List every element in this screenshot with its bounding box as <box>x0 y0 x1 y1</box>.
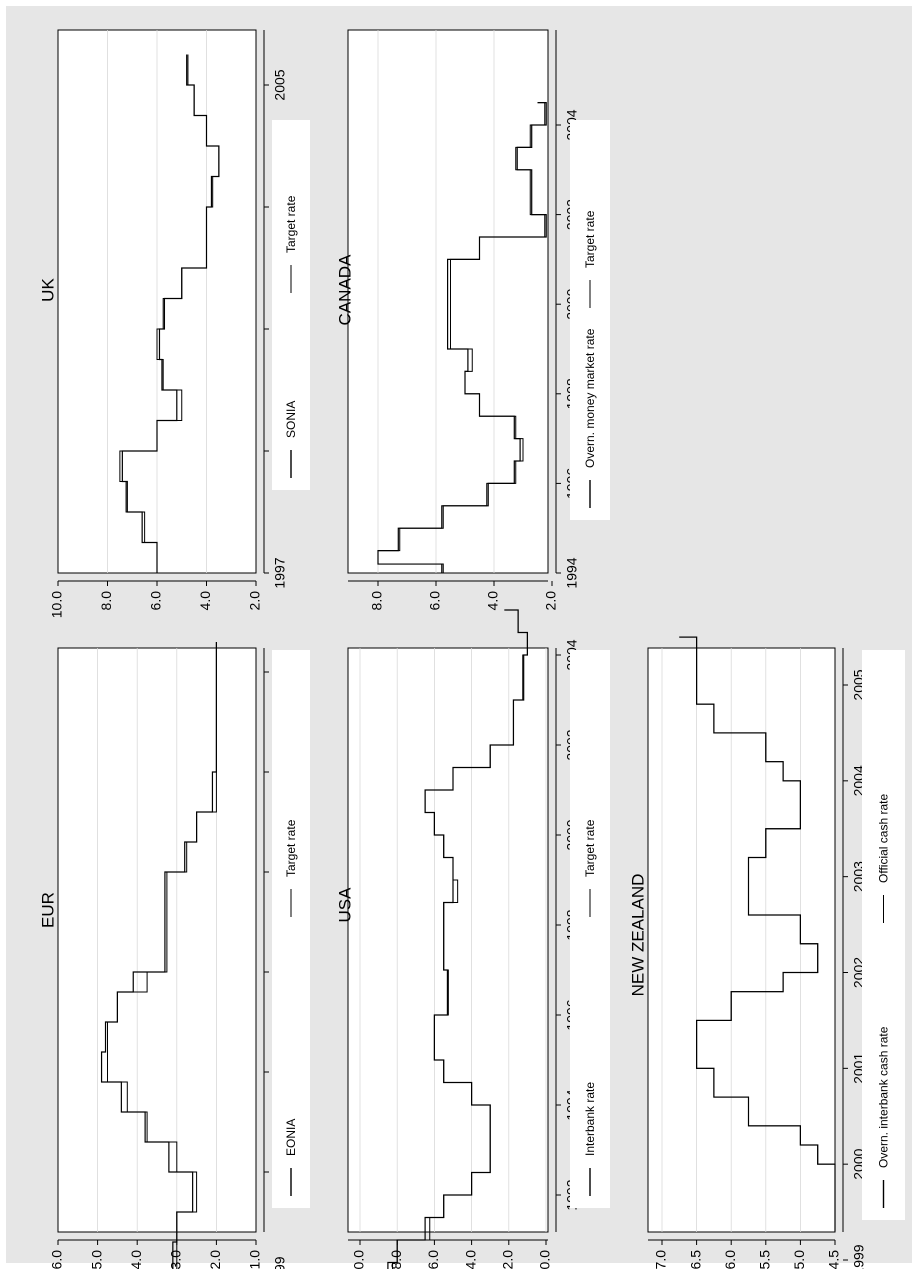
y-tick-label: 4.0 <box>462 1250 478 1269</box>
y-tick-label: 2.0 <box>207 1250 223 1269</box>
y-tick-label: 0.0 <box>537 1250 553 1269</box>
chart-1: 19992000200120022003200420056.05.04.03.0… <box>39 642 310 1269</box>
legend <box>272 120 310 490</box>
plot-area <box>57 647 257 1233</box>
y-tick-label: 4.0 <box>485 591 501 611</box>
legend-label-2: Target rate <box>284 195 298 253</box>
y-tick-label: 2.0 <box>543 591 559 611</box>
y-tick-label: 1.0 <box>247 1250 263 1269</box>
legend-label-2: Target rate <box>583 210 597 268</box>
y-tick-label: 6.0 <box>425 1250 441 1269</box>
plot-area <box>647 647 836 1233</box>
chart-3: 1990199219941996199820002002200410.08.06… <box>336 609 610 1269</box>
x-tick-label: 1997 <box>271 557 287 588</box>
y-tick-label: 6.0 <box>49 1250 65 1269</box>
y-tick-label: 4.0 <box>197 591 213 611</box>
y-tick-label: 10.0 <box>351 1250 367 1269</box>
x-tick-label: 1999 <box>271 1256 287 1269</box>
chart-2: 1997199920012003200510.08.06.04.02.0UKSO… <box>39 29 310 618</box>
legend-label-1: Interbank rate <box>583 1082 597 1156</box>
x-tick-label: 1994 <box>563 557 579 588</box>
chart-title: UK <box>39 278 58 302</box>
plot-area <box>347 647 549 1233</box>
y-tick-label: 2.0 <box>500 1250 516 1269</box>
legend <box>862 650 905 1220</box>
legend-label-1: Overn. interbank cash rate <box>877 1026 891 1168</box>
y-tick-label: 3.0 <box>168 1250 184 1269</box>
y-tick-label: 8.0 <box>369 591 385 611</box>
x-tick-label: 1999 <box>850 1244 866 1269</box>
y-tick-label: 6.0 <box>427 591 443 611</box>
y-tick-label: 10.0 <box>49 591 65 618</box>
y-tick-label: 8.0 <box>98 591 114 611</box>
series-line-2 <box>119 54 220 573</box>
y-tick-label: 6.0 <box>722 1250 738 1269</box>
legend <box>272 650 310 1208</box>
x-tick-label: 2005 <box>271 69 287 100</box>
legend-label-2: Target rate <box>583 819 597 877</box>
y-tick-label: 4.0 <box>128 1250 144 1269</box>
y-tick-label: 7.0 <box>653 1250 669 1269</box>
chart-title: USA <box>336 887 355 923</box>
y-tick-label: 6.0 <box>148 591 164 611</box>
chart-4: 1994199619982000200220048.06.04.02.0CANA… <box>336 29 610 611</box>
legend <box>570 650 610 1208</box>
y-tick-label: 5.0 <box>791 1250 807 1269</box>
y-tick-label: 2.0 <box>247 591 263 611</box>
chart-title: CANADA <box>336 254 355 326</box>
chart-title: NEW ZEALAND <box>629 874 648 997</box>
legend-label-2: Target rate <box>284 819 298 877</box>
y-tick-label: 4.5 <box>826 1250 842 1269</box>
series-line-2 <box>392 609 528 1269</box>
chart-title: EUR <box>39 892 58 928</box>
series-line-2 <box>107 642 217 1269</box>
series-line-2 <box>377 102 546 573</box>
y-tick-label: 8.0 <box>388 1250 404 1269</box>
legend-label-2: Official cash rate <box>877 794 891 883</box>
y-tick-label: 5.5 <box>757 1250 773 1269</box>
y-tick-label: 6.5 <box>687 1250 703 1269</box>
legend-label-1: EONIA <box>284 1119 298 1156</box>
legend <box>570 120 610 520</box>
legend-label-1: Overn. money market rate <box>583 328 597 468</box>
series-line-2 <box>679 636 836 1232</box>
y-tick-label: 5.0 <box>88 1250 104 1269</box>
legend-label-1: SONIA <box>284 401 298 438</box>
